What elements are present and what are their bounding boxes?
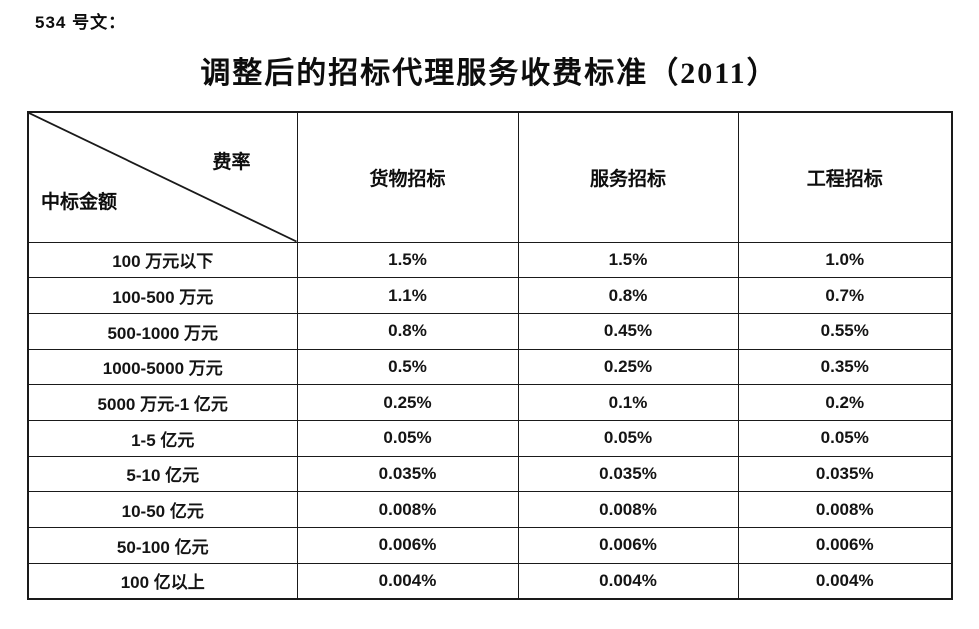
services-rate-cell: 0.8% — [517, 277, 739, 314]
goods-rate-cell: 1.1% — [296, 277, 519, 314]
amount-range-cell: 10-50 亿元 — [27, 491, 298, 528]
goods-rate-cell: 0.05% — [296, 419, 519, 457]
services-rate-cell: 0.008% — [517, 491, 739, 528]
amount-range-cell: 5000 万元-1 亿元 — [27, 384, 298, 421]
goods-rate-cell: 0.006% — [296, 527, 519, 564]
goods-rate-cell: 0.008% — [296, 491, 519, 528]
works-rate-cell: 0.035% — [737, 455, 953, 493]
corner-label-rate: 费率 — [212, 152, 251, 173]
services-rate-cell: 0.45% — [517, 312, 739, 350]
column-header-services-bidding: 服务招标 — [517, 111, 739, 243]
services-rate-cell: 1.5% — [517, 241, 739, 279]
services-rate-cell: 0.035% — [517, 455, 739, 493]
fee-rate-table: 费率 中标金额 货物招标 服务招标 工程招标 100 万元以下 1.5% 1.5… — [27, 111, 953, 600]
table-row: 100 万元以下 1.5% 1.5% 1.0% — [27, 241, 953, 279]
table-row: 50-100 亿元 0.006% 0.006% 0.006% — [27, 527, 953, 564]
table-row: 1000-5000 万元 0.5% 0.25% 0.35% — [27, 348, 953, 386]
works-rate-cell: 0.008% — [737, 491, 953, 528]
amount-range-cell: 100 亿以上 — [27, 562, 298, 600]
goods-rate-cell: 0.5% — [296, 348, 519, 386]
works-rate-cell: 0.35% — [737, 348, 953, 386]
services-rate-cell: 0.1% — [517, 384, 739, 421]
amount-range-cell: 100-500 万元 — [27, 277, 298, 314]
amount-range-cell: 1-5 亿元 — [27, 419, 298, 457]
table-row: 500-1000 万元 0.8% 0.45% 0.55% — [27, 312, 953, 350]
works-rate-cell: 0.2% — [737, 384, 953, 421]
diagonal-divider-line — [29, 113, 297, 242]
works-rate-cell: 0.55% — [737, 312, 953, 350]
amount-range-cell: 100 万元以下 — [27, 241, 298, 279]
amount-range-cell: 50-100 亿元 — [27, 527, 298, 564]
works-rate-cell: 0.006% — [737, 527, 953, 564]
table-row: 1-5 亿元 0.05% 0.05% 0.05% — [27, 419, 953, 457]
works-rate-cell: 1.0% — [737, 241, 953, 279]
table-row: 100-500 万元 1.1% 0.8% 0.7% — [27, 277, 953, 314]
amount-range-cell: 500-1000 万元 — [27, 312, 298, 350]
services-rate-cell: 0.25% — [517, 348, 739, 386]
corner-header-cell: 费率 中标金额 — [27, 111, 298, 243]
amount-range-cell: 5-10 亿元 — [27, 455, 298, 493]
table-header-row: 费率 中标金额 货物招标 服务招标 工程招标 — [27, 111, 953, 243]
table-row: 100 亿以上 0.004% 0.004% 0.004% — [27, 562, 953, 600]
column-header-goods-bidding: 货物招标 — [296, 111, 519, 243]
services-rate-cell: 0.004% — [517, 562, 739, 600]
works-rate-cell: 0.004% — [737, 562, 953, 600]
doc-number-label: 534 号文： — [35, 13, 127, 32]
goods-rate-cell: 0.004% — [296, 562, 519, 600]
goods-rate-cell: 1.5% — [296, 241, 519, 279]
table-row: 10-50 亿元 0.008% 0.008% 0.008% — [27, 491, 953, 528]
table-row: 5000 万元-1 亿元 0.25% 0.1% 0.2% — [27, 384, 953, 421]
goods-rate-cell: 0.035% — [296, 455, 519, 493]
corner-label-amount: 中标金额 — [41, 191, 118, 213]
services-rate-cell: 0.05% — [517, 419, 739, 457]
column-header-works-bidding: 工程招标 — [737, 111, 953, 243]
works-rate-cell: 0.05% — [737, 419, 953, 457]
works-rate-cell: 0.7% — [737, 277, 953, 314]
goods-rate-cell: 0.8% — [296, 312, 519, 350]
page-title: 调整后的招标代理服务收费标准（2011） — [200, 57, 779, 90]
services-rate-cell: 0.006% — [517, 527, 739, 564]
amount-range-cell: 1000-5000 万元 — [27, 348, 298, 386]
goods-rate-cell: 0.25% — [296, 384, 519, 421]
table-row: 5-10 亿元 0.035% 0.035% 0.035% — [27, 455, 953, 493]
